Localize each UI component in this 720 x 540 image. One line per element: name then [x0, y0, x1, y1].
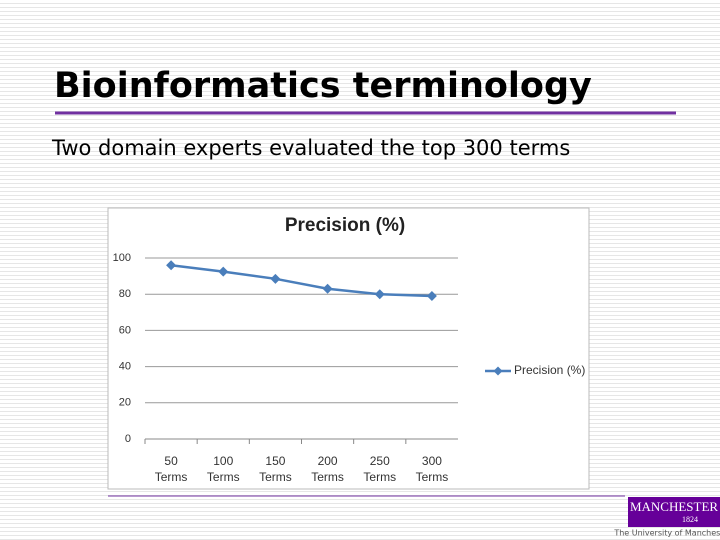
y-tick-label: 100	[113, 252, 131, 264]
legend-marker	[493, 366, 503, 376]
y-tick-label: 80	[119, 288, 131, 300]
point-marker	[270, 273, 281, 284]
y-tick-label: 40	[119, 361, 131, 373]
slide-text: Two domain experts evaluated the top 300…	[51, 136, 570, 160]
x-tick-label: 250 Terms	[363, 454, 397, 484]
point-marker	[426, 291, 437, 302]
x-tick-label: 150 Terms	[259, 454, 292, 484]
x-tick-label: 50 Terms	[154, 454, 188, 484]
point-marker	[374, 289, 385, 300]
chart-box	[107, 207, 590, 490]
logo-name: MANCHESTER	[630, 499, 718, 514]
series-line	[170, 263, 432, 298]
chart-title: Precision (%)	[285, 215, 405, 236]
y-tick-label: 60	[119, 324, 131, 336]
logo-year: 1824	[682, 515, 698, 524]
y-tick-label: 20	[119, 397, 131, 409]
legend-label: Precision (%)	[514, 363, 585, 377]
x-tick-label: 100 Terms	[206, 454, 240, 484]
point-marker	[166, 260, 177, 271]
logo-caption: The University of Manchester	[613, 529, 720, 538]
x-tick-label: 300 Terms	[415, 454, 449, 484]
slide-title: Bioinformatics terminology	[54, 66, 592, 106]
point-marker	[322, 283, 333, 294]
x-tick-label: 200 Terms	[311, 454, 344, 484]
point-marker	[218, 266, 229, 277]
logo-box	[628, 497, 720, 527]
y-tick-label: 0	[125, 433, 131, 445]
